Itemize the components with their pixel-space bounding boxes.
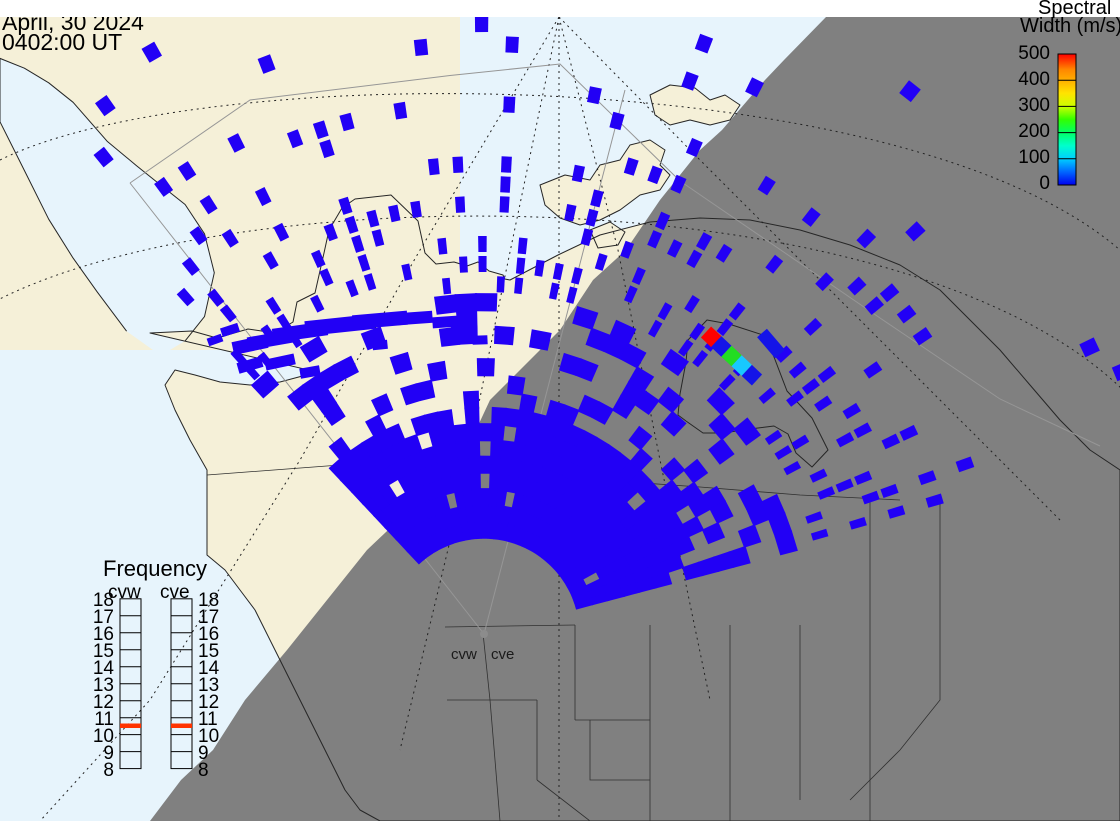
- svg-text:cvw: cvw: [451, 646, 477, 663]
- svg-text:cve: cve: [160, 582, 190, 603]
- svg-text:8: 8: [103, 760, 114, 781]
- svg-text:Width (m/s): Width (m/s): [1020, 15, 1120, 37]
- svg-text:8: 8: [198, 760, 209, 781]
- svg-text:100: 100: [1018, 147, 1050, 168]
- svg-text:cve: cve: [491, 646, 514, 663]
- svg-text:Frequency: Frequency: [103, 556, 207, 581]
- svg-text:0402:00 UT: 0402:00 UT: [2, 29, 122, 55]
- svg-text:200: 200: [1018, 121, 1050, 142]
- svg-text:0: 0: [1039, 173, 1050, 194]
- svg-text:500: 500: [1018, 43, 1050, 64]
- svg-text:300: 300: [1018, 95, 1050, 116]
- svg-text:400: 400: [1018, 69, 1050, 90]
